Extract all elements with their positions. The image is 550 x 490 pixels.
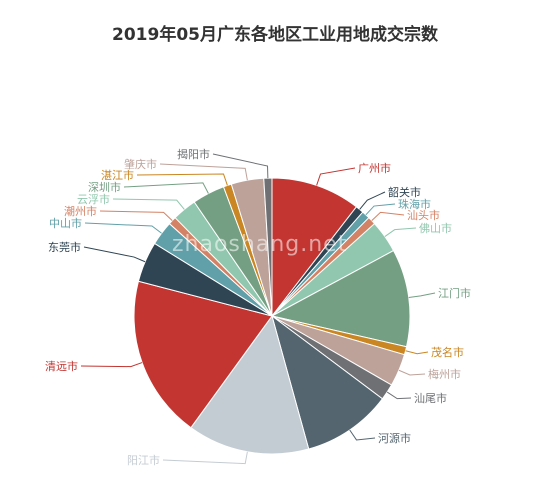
slice-label: 清远市	[45, 359, 78, 373]
label-leader-line	[162, 451, 248, 465]
chart-title: 2019年05月广东各地区工业用地成交宗数	[112, 25, 438, 45]
label-leader-line	[398, 369, 426, 376]
slice-label: 揭阳市	[177, 147, 210, 161]
pie-slice	[270, 249, 411, 348]
label-leader-line	[365, 203, 396, 216]
slice-label: 茂名市	[431, 345, 464, 359]
label-leader-line	[84, 222, 162, 234]
label-leader-line	[136, 173, 228, 186]
slice-label: 河源市	[378, 431, 411, 445]
pie-slice	[133, 280, 273, 429]
pie-slice	[190, 314, 310, 455]
slice-label: 梅州市	[428, 367, 461, 381]
label-leader-line	[99, 210, 173, 221]
label-leader-line	[359, 191, 386, 210]
label-leader-line	[316, 167, 356, 186]
label-leader-line	[349, 429, 376, 441]
slice-label: 云浮市	[77, 192, 110, 206]
label-leader-line	[212, 153, 269, 179]
slice-label: 肇庆市	[124, 157, 157, 171]
label-leader-line	[384, 227, 417, 237]
slice-label: 韶关市	[388, 185, 421, 199]
slice-label: 深圳市	[88, 180, 121, 194]
slice-label: 潮州市	[64, 204, 97, 218]
slice-label: 东莞市	[48, 240, 81, 254]
label-leader-line	[112, 198, 185, 210]
label-leader-line	[83, 246, 146, 263]
label-leader-line	[386, 391, 412, 400]
label-leader-line	[159, 163, 248, 181]
label-leader-lines	[80, 153, 436, 465]
label-leader-line	[371, 211, 405, 221]
slice-label: 汕尾市	[414, 391, 447, 405]
slice-label: 珠海市	[398, 197, 431, 211]
label-leader-line	[405, 350, 429, 355]
slice-label: 广州市	[358, 161, 391, 175]
label-leader-line	[80, 362, 143, 368]
slice-label: 汕头市	[407, 208, 440, 222]
slice-label: 阳江市	[127, 453, 160, 467]
slice-label: 佛山市	[419, 221, 452, 235]
slice-label: 湛江市	[101, 168, 134, 182]
slice-label: 江门市	[438, 286, 471, 300]
watermark: zhaoshang.net	[172, 232, 348, 257]
label-leader-line	[408, 292, 436, 298]
label-leader-line	[123, 182, 209, 194]
slice-label: 中山市	[49, 216, 82, 230]
pie-slices	[133, 177, 411, 455]
